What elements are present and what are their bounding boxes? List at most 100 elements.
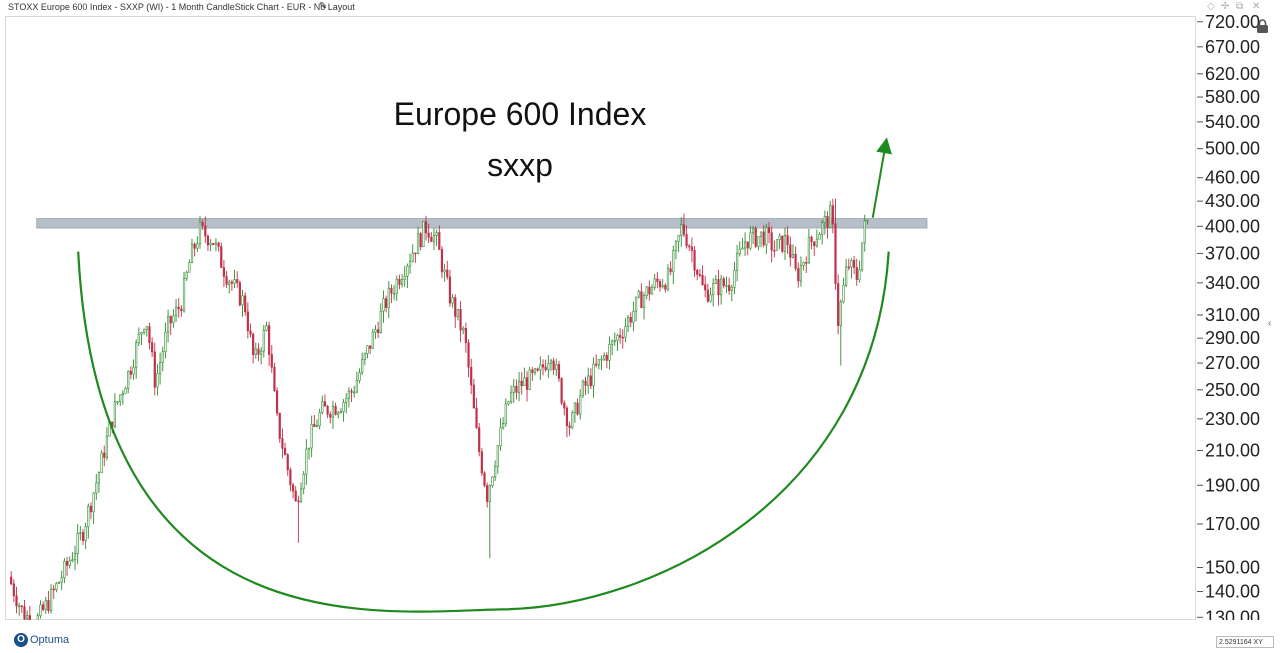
candle-body xyxy=(640,291,643,309)
candle-body xyxy=(502,423,505,429)
chart-plot-area[interactable] xyxy=(5,16,1196,620)
candle-body xyxy=(265,325,268,331)
optuma-logo: O Optuma xyxy=(14,633,69,647)
y-tick-label: 140.00 xyxy=(1205,582,1260,602)
candle-body xyxy=(725,285,728,287)
candle-body xyxy=(807,236,811,264)
candle-body xyxy=(685,234,688,247)
y-tick-label: 250.00 xyxy=(1205,380,1260,400)
candle-body xyxy=(693,250,696,271)
restore-icon[interactable]: ⧉ xyxy=(1236,1,1244,12)
candle-body xyxy=(182,278,186,312)
candle-body xyxy=(680,224,683,236)
candle-body xyxy=(576,402,579,415)
chart-window-title: STOXX Europe 600 Index - SXXP (WI) - 1 M… xyxy=(8,2,355,12)
candle-body xyxy=(12,583,15,597)
y-tick-label: 720.00 xyxy=(1205,12,1260,32)
candle-body xyxy=(831,205,834,225)
candle-body xyxy=(113,401,116,427)
chevron-left-icon[interactable]: ‹ xyxy=(1268,318,1272,329)
candle-body xyxy=(743,241,747,249)
candle-body xyxy=(278,412,281,439)
candle-body xyxy=(161,351,164,363)
candle-body xyxy=(238,282,241,306)
pin-icon[interactable]: ✢ xyxy=(1221,1,1230,12)
y-tick-label: 670.00 xyxy=(1205,37,1260,57)
candle-body xyxy=(400,279,404,285)
breakout-arrow xyxy=(871,137,892,218)
y-tick-label: 500.00 xyxy=(1205,139,1260,159)
candle-body xyxy=(573,402,577,413)
candle-body xyxy=(435,232,438,236)
candle-body xyxy=(172,315,175,324)
candle-body xyxy=(661,285,664,288)
candle-body xyxy=(299,488,303,503)
candle-body xyxy=(584,380,587,386)
candle-body xyxy=(246,311,249,332)
candle-body xyxy=(374,329,377,333)
candle-body xyxy=(217,242,220,247)
candle-body xyxy=(855,267,858,281)
candle-body xyxy=(190,243,194,263)
candle-body xyxy=(549,360,553,364)
candle-body xyxy=(547,363,550,370)
candle-body xyxy=(837,283,840,326)
candle-body xyxy=(499,427,502,447)
candle-body xyxy=(206,235,210,246)
candle-body xyxy=(124,388,127,394)
candle-body xyxy=(571,412,574,428)
candle-body xyxy=(677,235,680,242)
y-tick-label: 210.00 xyxy=(1205,440,1260,460)
candle-body xyxy=(478,427,481,452)
candle-body xyxy=(682,224,686,235)
candle-body xyxy=(145,326,148,330)
candle-body xyxy=(164,331,167,353)
candle-body xyxy=(722,278,725,286)
candle-body xyxy=(555,364,558,370)
close-icon[interactable]: ✕ xyxy=(1252,1,1261,12)
candle-body xyxy=(390,287,393,294)
candle-body xyxy=(799,265,803,282)
candle-body xyxy=(334,405,337,415)
candle-body xyxy=(321,401,324,413)
candle-body xyxy=(76,533,79,554)
candle-body xyxy=(193,243,196,249)
candle-body xyxy=(802,262,805,266)
candle-body xyxy=(619,335,622,338)
candle-body xyxy=(291,484,295,492)
candle-body xyxy=(786,235,789,246)
diamond-icon[interactable]: ◇ xyxy=(1207,1,1215,12)
candle-body xyxy=(105,435,109,458)
candle-body xyxy=(318,412,321,426)
candle-body xyxy=(520,380,523,386)
candle-body xyxy=(773,249,776,252)
candle-body xyxy=(281,438,284,449)
candle-body xyxy=(416,233,420,254)
candle-body xyxy=(71,559,74,562)
candle-body xyxy=(233,279,236,284)
candle-body xyxy=(331,405,335,418)
candle-body xyxy=(616,335,619,341)
candle-body xyxy=(738,248,741,254)
candle-body xyxy=(805,262,808,264)
candle-body xyxy=(544,366,547,370)
candle-body xyxy=(241,295,244,306)
candle-body xyxy=(557,364,561,379)
y-tick-label: 620.00 xyxy=(1205,64,1260,84)
candle-body xyxy=(26,615,29,620)
candle-body xyxy=(236,279,239,283)
y-tick-label: 190.00 xyxy=(1205,475,1260,495)
candle-body xyxy=(49,588,53,611)
candle-body xyxy=(230,281,233,284)
lock-icon[interactable] xyxy=(1256,19,1269,33)
candle-body xyxy=(337,412,340,415)
candle-body xyxy=(23,606,26,620)
candle-body xyxy=(701,274,704,285)
candle-body xyxy=(648,286,651,295)
candle-body xyxy=(158,362,162,374)
pencil-icon[interactable]: ✎ xyxy=(319,1,328,12)
candle-body xyxy=(853,259,856,268)
candle-body xyxy=(456,309,460,317)
candle-body xyxy=(826,216,829,228)
